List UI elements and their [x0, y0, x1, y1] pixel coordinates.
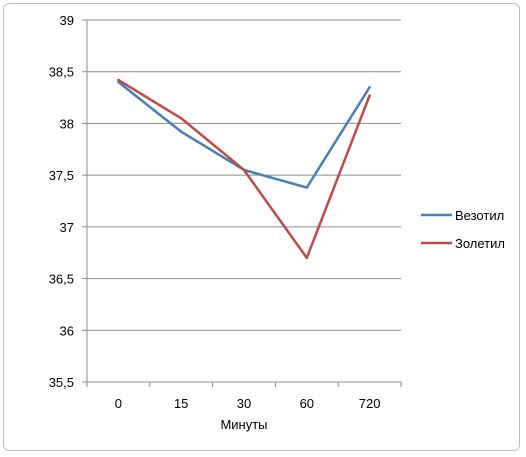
legend-label: Везотил — [455, 208, 504, 223]
y-tick-label: 36,5 — [49, 272, 74, 287]
y-tick-label: 35,5 — [49, 375, 74, 390]
x-tick-label: 60 — [300, 396, 314, 411]
y-tick-label: 38,5 — [49, 65, 74, 80]
legend-label: Золетил — [455, 236, 505, 251]
legend: Везотил Золетил — [421, 208, 505, 251]
gridlines — [87, 19, 401, 331]
y-tick-label: 36 — [60, 323, 74, 338]
y-tick-label: 37 — [60, 220, 74, 235]
y-tick-label: 39 — [60, 13, 74, 28]
x-tick-label: 15 — [174, 396, 188, 411]
series-lines — [117, 78, 371, 260]
x-tick-label: 30 — [237, 396, 251, 411]
x-axis-ticks: 0 15 30 60 720 — [86, 382, 402, 411]
y-tick-label: 37,5 — [49, 168, 74, 183]
x-tick-label: 720 — [359, 396, 381, 411]
y-axis-ticks: 35,5 36 36,5 37 37,5 38 38,5 39 — [49, 13, 87, 390]
y-tick-label: 38 — [60, 116, 74, 131]
x-tick-label: 0 — [115, 396, 122, 411]
x-axis-title: Минуты — [220, 417, 267, 432]
series-line-2 — [117, 78, 371, 260]
axes — [86, 20, 401, 383]
